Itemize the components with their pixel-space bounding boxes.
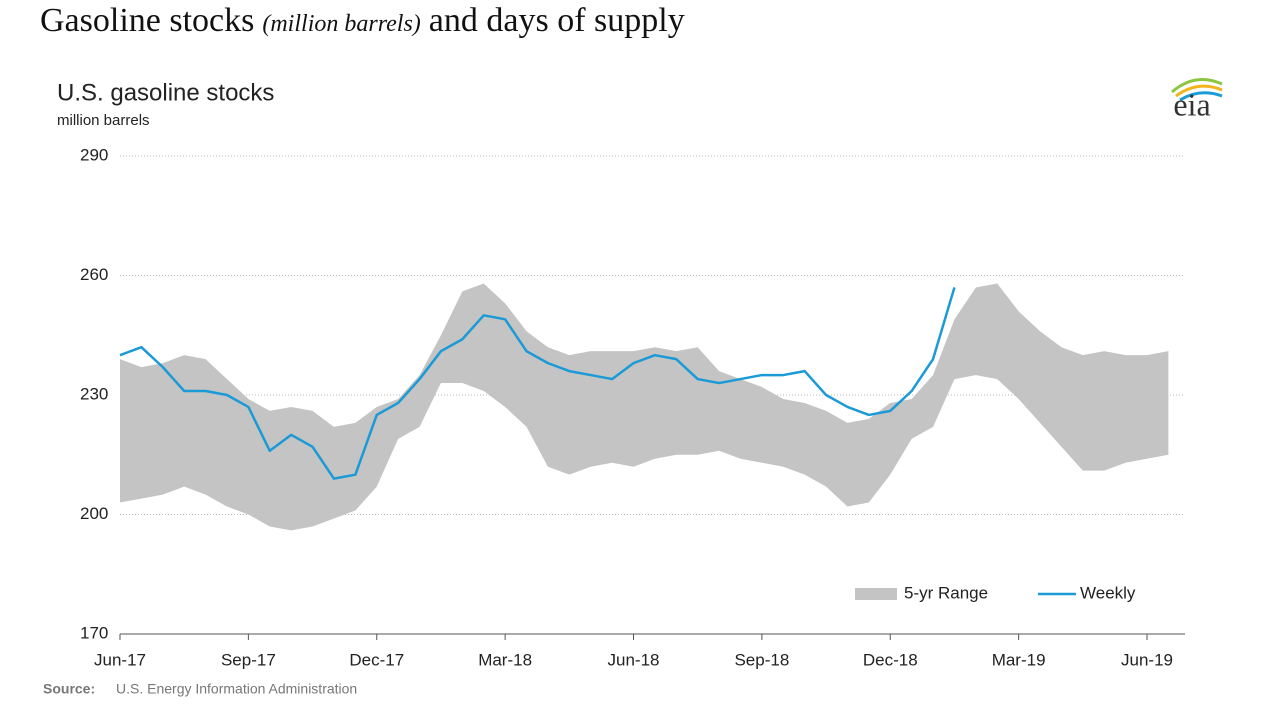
- y-tick-label: 200: [80, 504, 108, 523]
- x-tick-label: Sep-18: [734, 650, 789, 669]
- legend: 5-yr Range Weekly: [855, 583, 1136, 602]
- source-text: U.S. Energy Information Administration: [116, 681, 357, 697]
- legend-label: Weekly: [1080, 583, 1136, 602]
- heading-unit: (million barrels): [262, 11, 421, 37]
- weekly-line: [119, 287, 956, 480]
- heading-rest: and days of supply: [428, 2, 685, 39]
- range-area: [120, 283, 1169, 531]
- legend-label: 5-yr Range: [904, 583, 988, 602]
- y-tick-label: 260: [80, 265, 108, 284]
- logo-arc: [1171, 78, 1223, 94]
- x-tick-label: Mar-18: [478, 650, 532, 669]
- chart-title: U.S. gasoline stocks: [57, 79, 274, 106]
- legend-swatch: [855, 588, 897, 600]
- x-tick-label: Sep-17: [221, 650, 276, 669]
- x-tick-label: Jun-18: [608, 650, 660, 669]
- heading-main: Gasoline stocks: [40, 2, 255, 39]
- x-tick-label: Dec-18: [863, 650, 918, 669]
- x-tick-label: Jun-17: [94, 650, 146, 669]
- logo-arc: [1179, 91, 1223, 102]
- chart-subtitle: million barrels: [57, 112, 150, 129]
- page-heading: Gasoline stocks (million barrels) and days…: [40, 2, 685, 40]
- x-tick-label: Mar-19: [992, 650, 1046, 669]
- source-label: Source:: [43, 681, 95, 697]
- logo-text: eia: [1173, 86, 1210, 122]
- logo-arc: [1175, 84, 1223, 98]
- y-tick-label: 170: [80, 623, 108, 642]
- x-tick-label: Dec-17: [349, 650, 404, 669]
- logo: eia: [1171, 78, 1223, 122]
- y-tick-label: 230: [80, 384, 108, 403]
- y-tick-label: 290: [80, 145, 108, 164]
- x-tick-label: Jun-19: [1121, 650, 1173, 669]
